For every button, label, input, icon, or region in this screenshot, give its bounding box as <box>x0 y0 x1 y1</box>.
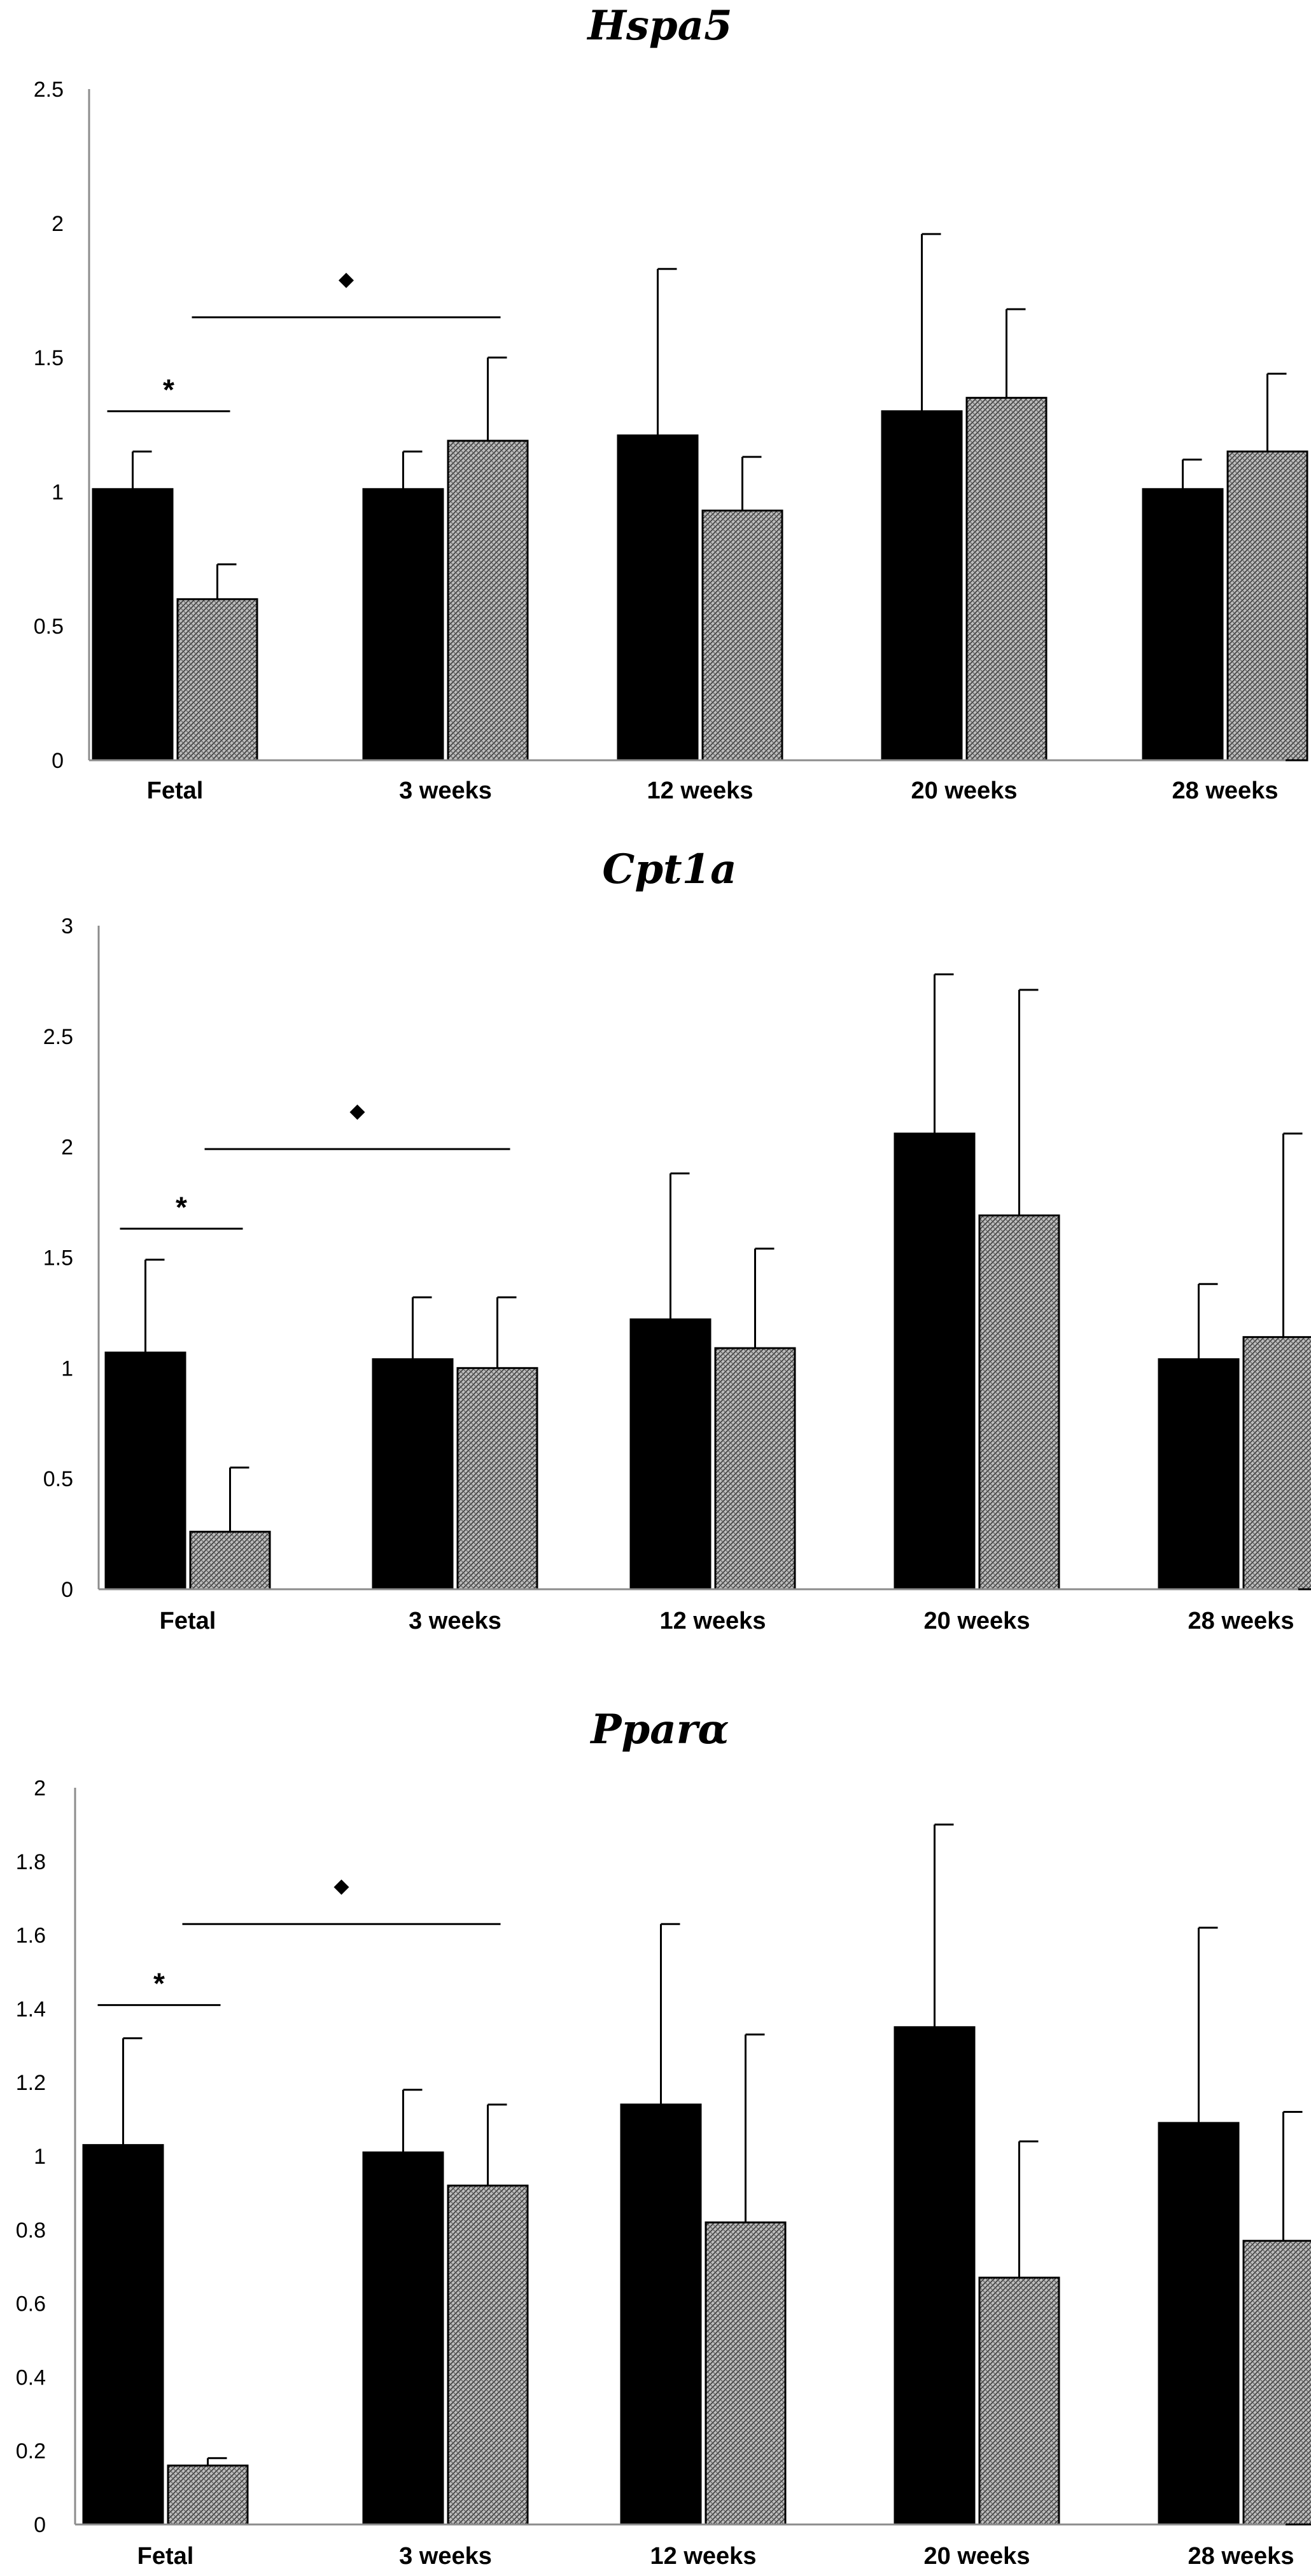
hspa5-y-tick-label: 2 <box>52 212 64 236</box>
hspa5-y-tick-label: 1.5 <box>34 346 64 370</box>
hspa5-bar-solid <box>362 488 444 762</box>
cpt1a-bar-solid <box>629 1318 712 1591</box>
cpt1a-y-tick-label: 3 <box>61 914 73 938</box>
cpt1a-significance-diamond-marker <box>349 1104 365 1120</box>
ppara-y-tick-label: 1.2 <box>16 2071 46 2095</box>
cpt1a-y-tick-label: 0.5 <box>43 1467 73 1491</box>
ppara-y-tick-label: 1.8 <box>16 1850 46 1874</box>
hspa5-bar-hatched <box>965 396 1048 762</box>
ppara-y-tick-label: 0 <box>34 2513 46 2537</box>
hspa5-x-label: Fetal <box>147 777 204 804</box>
cpt1a-bar-hatched <box>456 1367 538 1591</box>
cpt1a-significance-symbol: * <box>176 1190 187 1223</box>
ppara-y-tick-label: 2 <box>34 1776 46 1800</box>
ppara-x-label: 20 weeks <box>924 2543 1030 2570</box>
hspa5-y-ticks: 0 0.5 1 1.5 2 2.5 <box>34 78 64 773</box>
hspa5-bars <box>92 233 1308 762</box>
ppara-y-tick-label: 1 <box>34 2145 46 2169</box>
cpt1a-y-tick-label: 2.5 <box>43 1025 73 1049</box>
ppara-bar-solid <box>620 2103 702 2526</box>
ppara-y-tick-label: 1.4 <box>16 1997 46 2021</box>
ppara-bar-solid <box>82 2144 164 2526</box>
cpt1a-bar-solid <box>104 1351 186 1591</box>
cpt1a-y-tick-label: 2 <box>61 1136 73 1160</box>
cpt1a-x-label: Fetal <box>160 1608 216 1634</box>
ppara-y-tick-label: 0.8 <box>16 2218 46 2243</box>
hspa5-bar-solid <box>881 410 963 762</box>
ppara-y-ticks: 0 0.2 0.4 0.6 0.8 1 1.2 1.4 1.6 1.8 2 <box>16 1776 46 2537</box>
ppara-significance-symbol: * <box>153 1967 165 2000</box>
cpt1a-bar-solid <box>372 1358 454 1591</box>
ppara-x-label: 28 weeks <box>1188 2543 1294 2570</box>
cpt1a-bar-solid <box>894 1132 976 1591</box>
ppara-bar-hatched <box>167 2464 249 2526</box>
ppara-bar-hatched <box>447 2184 529 2526</box>
hspa5-x-labels: Fetal 3 weeks 12 weeks 20 weeks 28 weeks <box>147 777 1279 804</box>
cpt1a-x-label: 3 weeks <box>409 1608 501 1634</box>
cpt1a-bar-solid <box>1158 1358 1240 1591</box>
ppara-x-labels: Fetal 3 weeks 12 weeks 20 weeks 28 weeks <box>137 2543 1294 2570</box>
ppara-chart-title: Pparα <box>589 1706 729 1753</box>
hspa5-x-label: 3 weeks <box>399 777 492 804</box>
hspa5-bar-solid <box>1142 488 1224 762</box>
hspa5-x-label: 12 weeks <box>647 777 754 804</box>
hspa5-bar-solid <box>617 434 699 762</box>
hspa5-bar-hatched <box>1226 450 1308 762</box>
cpt1a-bar-hatched <box>189 1531 271 1591</box>
ppara-y-tick-label: 0.4 <box>16 2365 46 2390</box>
ppara-y-tick-label: 0.2 <box>16 2439 46 2463</box>
hspa5-significance: *◆ <box>107 272 501 412</box>
ppara-significance-diamond-marker <box>333 1879 349 1895</box>
cpt1a-chart: Cpt1a 0 0.5 1 1.5 2 2.5 3 *◆ Fetal 3 weeks 12 we… <box>43 846 1311 1634</box>
ppara-bar-hatched <box>978 2276 1060 2526</box>
ppara-bar-solid <box>362 2151 444 2526</box>
hspa5-bar-solid <box>92 488 174 762</box>
hspa5-y-tick-label: 1 <box>52 480 64 505</box>
ppara-bar-hatched <box>1242 2239 1311 2526</box>
cpt1a-significance: *◆ <box>120 1104 510 1230</box>
hspa5-significance-symbol: * <box>163 373 174 406</box>
cpt1a-x-label: 28 weeks <box>1188 1608 1294 1634</box>
ppara-significance: *◆ <box>97 1879 501 2007</box>
ppara-y-tick-label: 0.6 <box>16 2292 46 2316</box>
hspa5-x-label: 20 weeks <box>911 777 1018 804</box>
ppara-bar-solid <box>1158 2122 1240 2526</box>
hspa5-y-tick-label: 2.5 <box>34 78 64 102</box>
ppara-x-label: 12 weeks <box>650 2543 757 2570</box>
cpt1a-bar-hatched <box>714 1347 796 1591</box>
hspa5-bar-hatched <box>176 598 258 762</box>
cpt1a-bars <box>104 973 1311 1591</box>
cpt1a-x-labels: Fetal 3 weeks 12 weeks 20 weeks 28 weeks <box>160 1608 1294 1634</box>
cpt1a-y-ticks: 0 0.5 1 1.5 2 2.5 3 <box>43 914 73 1602</box>
cpt1a-y-tick-label: 0 <box>61 1578 73 1602</box>
hspa5-bar-hatched <box>701 510 783 762</box>
cpt1a-bar-hatched <box>1242 1336 1311 1591</box>
hspa5-significance-diamond-marker <box>339 272 354 288</box>
ppara-x-label: 3 weeks <box>399 2543 492 2570</box>
cpt1a-x-label: 20 weeks <box>924 1608 1030 1634</box>
cpt1a-bar-hatched <box>978 1214 1060 1591</box>
ppara-bars <box>82 1823 1311 2526</box>
hspa5-chart-title: Hspa5 <box>586 2 732 50</box>
hspa5-bar-hatched <box>447 440 529 762</box>
ppara-y-tick-label: 1.6 <box>16 1924 46 1948</box>
hspa5-y-tick-label: 0 <box>52 749 64 773</box>
ppara-x-label: Fetal <box>137 2543 194 2570</box>
hspa5-chart: Hspa5 0 0.5 1 1.5 2 2.5 *◆ Fetal 3 weeks 12 wee… <box>34 2 1308 804</box>
cpt1a-x-label: 12 weeks <box>660 1608 766 1634</box>
ppara-bar-hatched <box>705 2221 787 2526</box>
cpt1a-y-tick-label: 1 <box>61 1356 73 1381</box>
hspa5-x-label: 28 weeks <box>1172 777 1279 804</box>
ppara-chart: Pparα 0 0.2 0.4 0.6 0.8 1 1.2 1.4 1.6 1.8 2 *◆ Fet… <box>16 1706 1311 2570</box>
cpt1a-chart-title: Cpt1a <box>602 846 736 893</box>
hspa5-y-tick-label: 0.5 <box>34 615 64 639</box>
ppara-bar-solid <box>894 2026 976 2526</box>
cpt1a-y-tick-label: 1.5 <box>43 1246 73 1271</box>
